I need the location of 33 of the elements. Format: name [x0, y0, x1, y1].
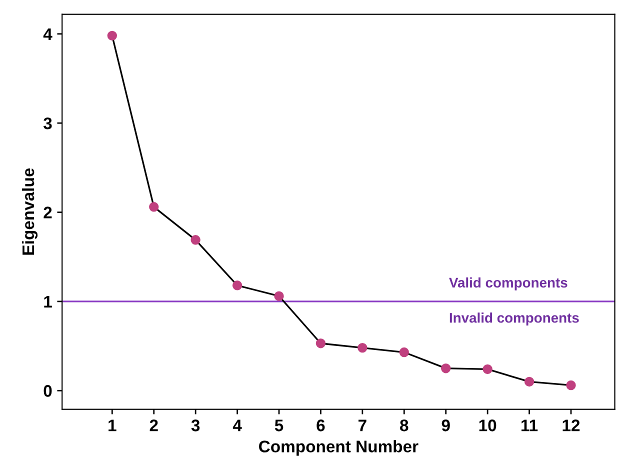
point [524, 376, 534, 387]
y-tick-label: 2 [44, 206, 52, 218]
point [107, 30, 118, 41]
x-tick-label: 9 [442, 420, 450, 432]
y-tick-label: 0 [44, 385, 52, 397]
point [482, 364, 492, 374]
point [232, 280, 242, 290]
y-axis-title: Eigenvalue [22, 168, 38, 255]
point [440, 363, 451, 374]
point [274, 291, 284, 301]
x-tick-label: 3 [191, 420, 200, 432]
point [399, 347, 410, 358]
x-tick-label: 11 [522, 420, 538, 432]
point [149, 202, 159, 212]
y-tick-label: 3 [43, 117, 52, 130]
y-tick-label: 1 [44, 296, 52, 308]
annotation: Invalid components [450, 312, 579, 326]
annotation: Valid components [449, 277, 568, 290]
x-tick-label: 8 [400, 420, 408, 432]
point [566, 380, 576, 390]
x-tick-label: 10 [479, 420, 496, 432]
x-tick-label: 1 [108, 420, 116, 432]
x-tick-label: 2 [150, 420, 158, 432]
x-tick-label: 6 [316, 420, 325, 432]
point [316, 338, 326, 348]
x-tick-label: 5 [274, 420, 284, 432]
x-tick-label: 12 [562, 420, 580, 432]
point [358, 342, 368, 353]
x-axis-title: Component Number [259, 440, 418, 456]
point [190, 235, 200, 245]
x-tick-label: 7 [358, 420, 366, 432]
y-tick-label: 4 [43, 28, 52, 40]
x-tick-label: 4 [232, 420, 242, 432]
